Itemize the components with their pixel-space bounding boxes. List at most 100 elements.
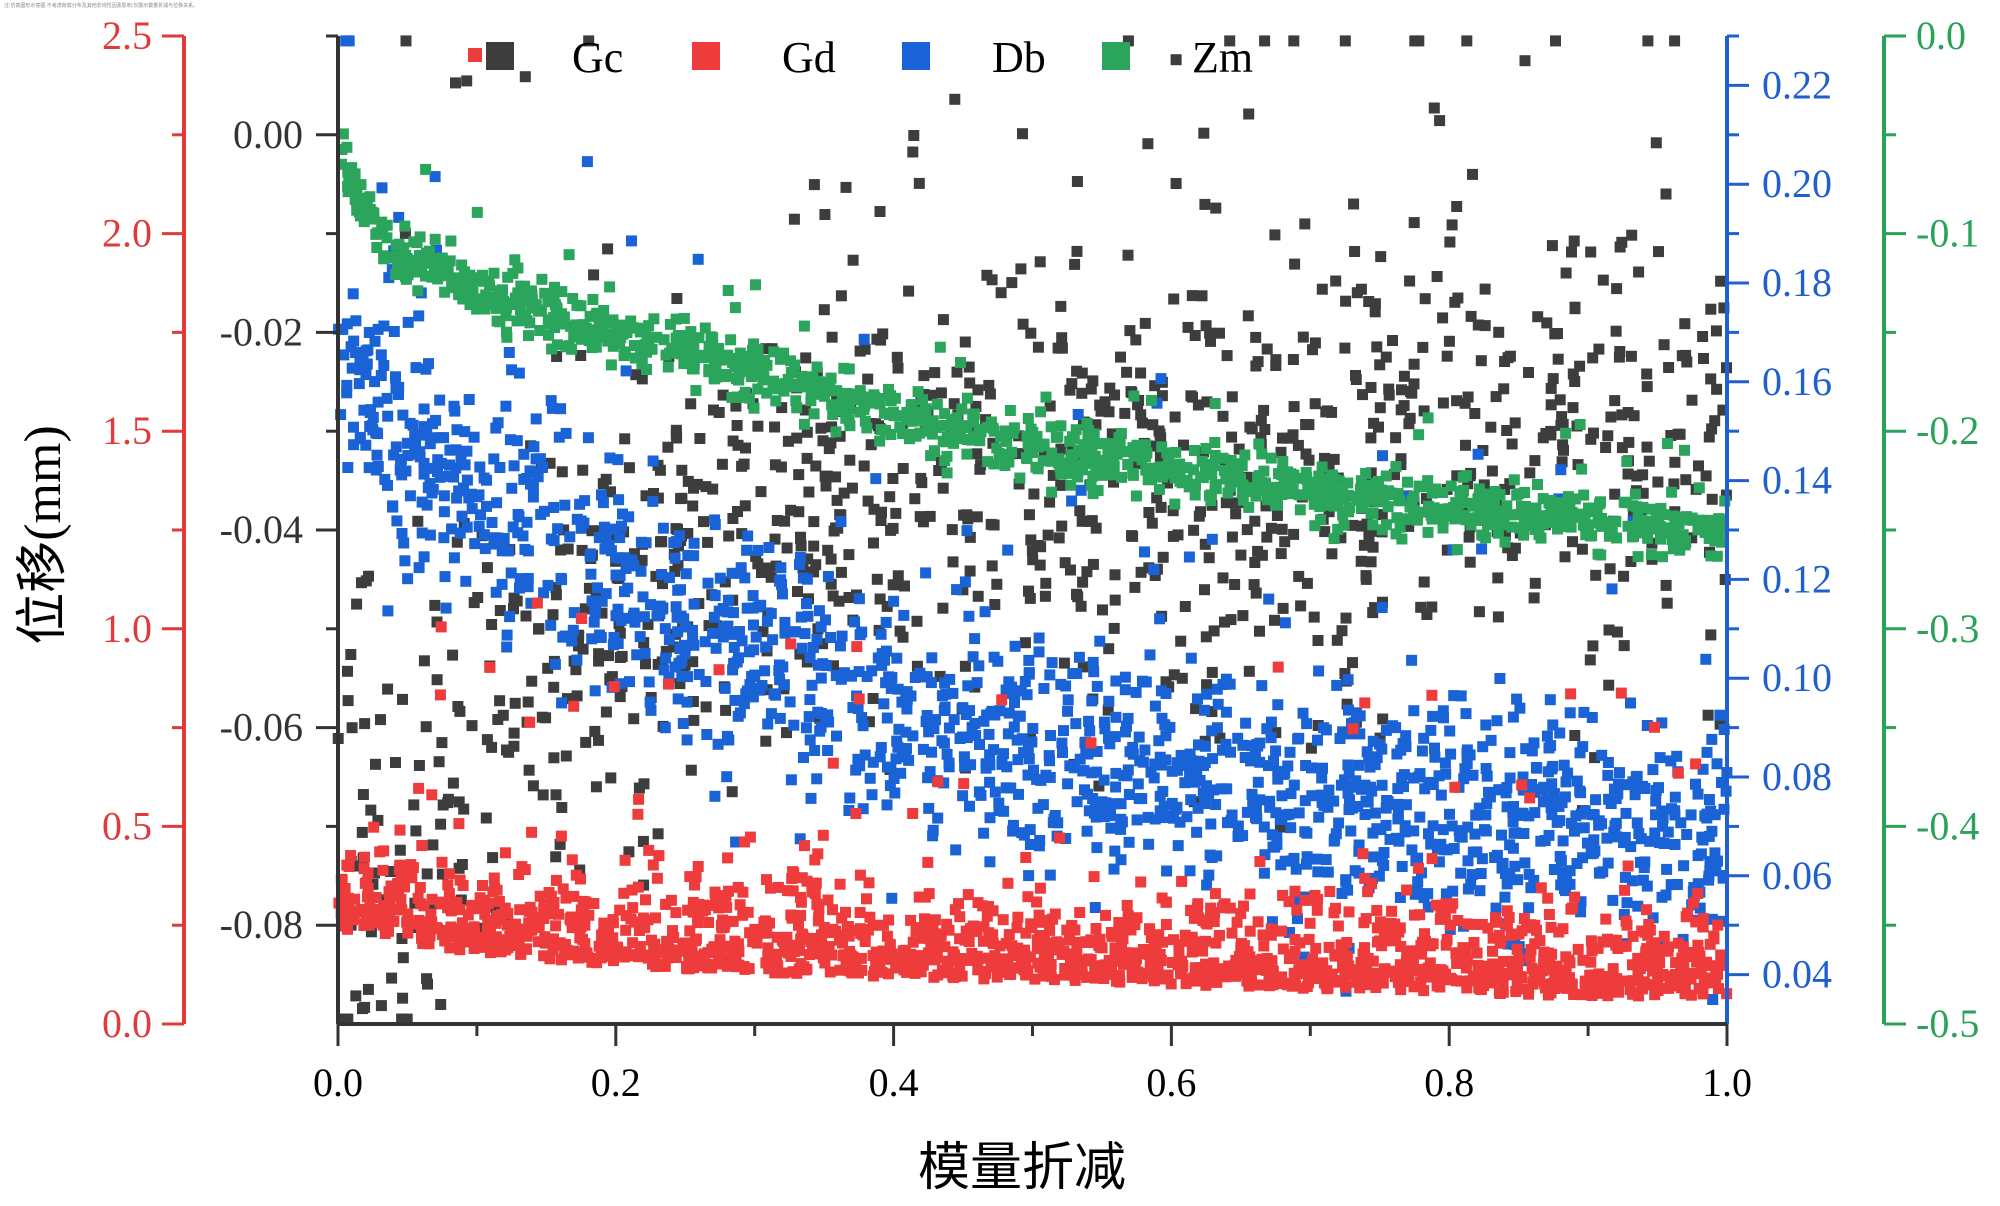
data-point [1060, 833, 1072, 844]
data-point [1168, 669, 1180, 681]
data-point [1220, 706, 1232, 718]
data-point [1434, 981, 1446, 993]
data-point [1337, 726, 1349, 738]
data-point [552, 523, 564, 535]
data-point [477, 932, 489, 943]
data-point [1582, 519, 1594, 531]
data-point [1244, 925, 1256, 937]
data-point [1102, 704, 1114, 716]
data-point [1489, 852, 1501, 863]
data-point [356, 577, 367, 589]
data-point [1007, 947, 1019, 958]
data-point [1199, 584, 1210, 596]
data-point [1395, 404, 1407, 416]
data-point [851, 641, 863, 653]
data-point [1681, 356, 1693, 368]
data-point [941, 918, 953, 930]
data-point [1081, 825, 1093, 837]
data-point [663, 671, 675, 683]
data-point [1466, 497, 1478, 509]
data-point [793, 469, 805, 481]
data-point [1163, 455, 1175, 467]
data-point [911, 615, 923, 627]
data-point [412, 515, 424, 527]
data-point [505, 926, 517, 938]
data-point [1199, 704, 1210, 716]
data-point [1191, 826, 1203, 838]
data-point [1124, 325, 1136, 337]
data-point [1441, 544, 1453, 556]
data-point [1307, 953, 1319, 965]
data-point [1515, 807, 1527, 819]
data-point [1224, 35, 1236, 47]
data-point [775, 574, 787, 586]
data-point [1428, 102, 1440, 114]
data-point [348, 439, 360, 451]
data-point [1199, 757, 1211, 768]
data-point [637, 835, 649, 847]
data-point [501, 629, 513, 641]
data-point [883, 671, 895, 683]
data-point [1717, 404, 1729, 416]
data-point [670, 428, 682, 440]
data-point [1612, 787, 1624, 799]
data-point [1524, 792, 1536, 804]
data-point [1586, 712, 1598, 723]
data-point [813, 605, 825, 617]
data-point [1328, 835, 1340, 847]
data-point [1315, 477, 1327, 489]
data-point [1459, 397, 1471, 409]
data-point [637, 591, 649, 603]
data-point [801, 426, 813, 438]
data-point [1557, 866, 1569, 878]
data-point [1300, 448, 1312, 460]
data-point [502, 545, 514, 557]
data-point [1360, 468, 1372, 479]
data-point [1023, 753, 1035, 765]
data-point [1029, 973, 1041, 985]
data-point [1081, 566, 1093, 578]
data-point [1552, 523, 1563, 535]
data-point [615, 331, 627, 343]
data-point [687, 624, 698, 636]
data-point [881, 761, 893, 773]
data-point [907, 146, 919, 158]
data-point [920, 716, 932, 728]
data-point [403, 265, 415, 277]
data-point [1434, 913, 1446, 925]
data-point [820, 614, 831, 626]
data-point [1478, 496, 1490, 508]
data-point [1277, 602, 1289, 614]
data-point [394, 824, 406, 836]
data-point [903, 754, 915, 766]
data-point [788, 719, 800, 731]
data-point [1706, 423, 1718, 435]
data-point [1086, 515, 1098, 527]
data-point [1024, 839, 1036, 850]
data-point [863, 391, 875, 403]
data-point [1026, 736, 1038, 748]
data-point [1160, 730, 1172, 742]
data-point [781, 727, 792, 739]
data-point [701, 729, 713, 740]
data-point [529, 302, 541, 314]
data-point [1082, 447, 1094, 459]
data-point [1155, 501, 1167, 513]
data-point [1058, 657, 1070, 669]
data-point [881, 799, 893, 811]
data-point [1328, 795, 1340, 807]
data-point [866, 665, 878, 677]
data-point [1623, 436, 1635, 448]
data-point [1429, 751, 1441, 763]
data-point [808, 375, 820, 387]
data-point [544, 457, 556, 469]
data-point [932, 776, 944, 788]
data-point [1481, 798, 1493, 809]
data-point [1123, 789, 1135, 800]
data-point [662, 441, 674, 453]
data-point [1637, 469, 1649, 481]
data-point [516, 295, 528, 307]
data-point [642, 618, 654, 630]
data-point [959, 760, 971, 772]
data-point [1250, 360, 1262, 372]
